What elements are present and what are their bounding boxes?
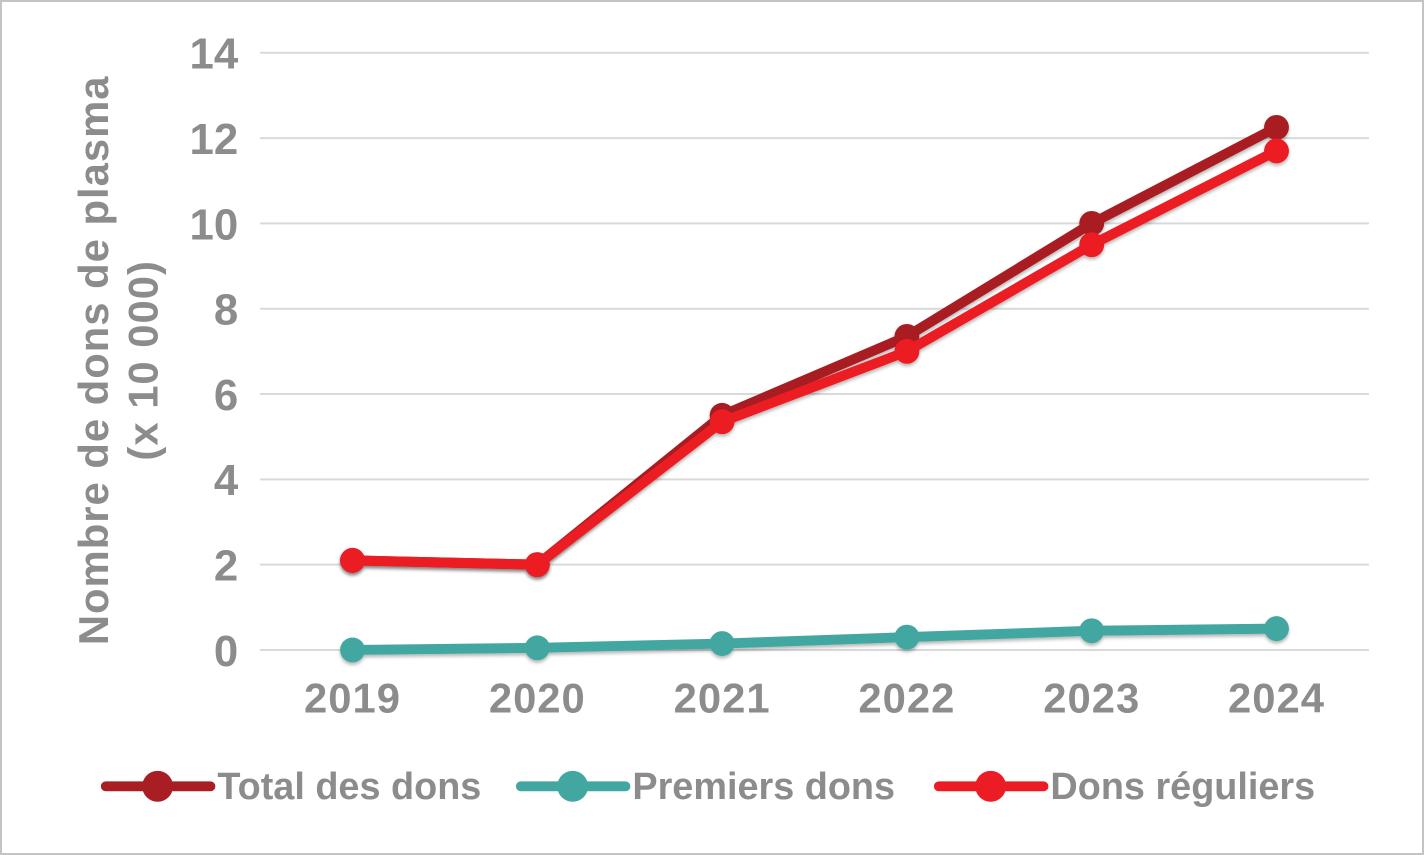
- series-path: [347, 122, 1282, 570]
- plot-area: [260, 51, 1369, 663]
- y-tick-label: 12: [190, 115, 239, 164]
- series-line-dons-reguliers: [340, 138, 1289, 578]
- data-point-marker: [1079, 618, 1105, 644]
- legend-label: Total des dons: [217, 766, 481, 808]
- series-line-total-des-dons: [340, 114, 1289, 578]
- legend: Total des dons Premiers dons Dons régulier…: [100, 766, 1315, 808]
- y-axis-title: (x 10 000): [120, 260, 167, 461]
- data-point-marker: [340, 637, 365, 663]
- data-point-marker: [894, 624, 920, 650]
- series-line-premiers-dons: [340, 616, 1289, 663]
- data-point-marker: [709, 631, 735, 656]
- x-tick-label: 2019: [304, 675, 401, 722]
- y-tick-label: 4: [214, 456, 239, 505]
- x-tick-label: 2022: [858, 675, 955, 722]
- y-tick-label: 0: [214, 627, 238, 676]
- series-path: [347, 145, 1282, 570]
- data-point-marker: [1264, 138, 1289, 164]
- data-point-marker: [709, 409, 735, 435]
- y-axis-title: Nombre de dons de plasma: [70, 75, 117, 645]
- axis-labels: 0 2 4 6 8 10 12 14 2019 2020 2021 2022 2023 2024 Nombr…: [70, 30, 1325, 722]
- series-path: [347, 623, 1282, 655]
- data-point-marker: [1079, 210, 1105, 236]
- y-tick-label: 2: [214, 542, 238, 591]
- x-tick-label: 2024: [1228, 675, 1325, 722]
- x-tick-label: 2021: [674, 675, 771, 722]
- data-point-marker: [894, 338, 920, 364]
- data-point-marker: [524, 635, 550, 661]
- x-tick-label: 2020: [489, 675, 586, 722]
- data-point-marker: [340, 547, 365, 573]
- y-tick-label: 6: [214, 371, 238, 420]
- legend-item-total-des-dons: Total des dons: [100, 766, 481, 808]
- x-tick-label: 2023: [1043, 675, 1140, 722]
- data-point-marker: [1264, 616, 1289, 642]
- legend-marker-dot: [142, 770, 174, 802]
- legend-marker-dot: [557, 770, 589, 802]
- legend-item-premiers-dons: Premiers dons: [515, 766, 895, 808]
- y-tick-label: 14: [190, 30, 239, 79]
- legend-item-dons-reguliers: Dons réguliers: [933, 766, 1315, 808]
- y-tick-label: 10: [190, 200, 239, 249]
- legend-label: Dons réguliers: [1050, 766, 1315, 808]
- legend-marker-dot: [975, 770, 1007, 802]
- legend-label: Premiers dons: [632, 766, 895, 808]
- data-point-marker: [1264, 114, 1289, 140]
- data-point-marker: [1079, 232, 1105, 258]
- y-tick-label: 8: [214, 286, 238, 335]
- data-point-marker: [524, 552, 550, 578]
